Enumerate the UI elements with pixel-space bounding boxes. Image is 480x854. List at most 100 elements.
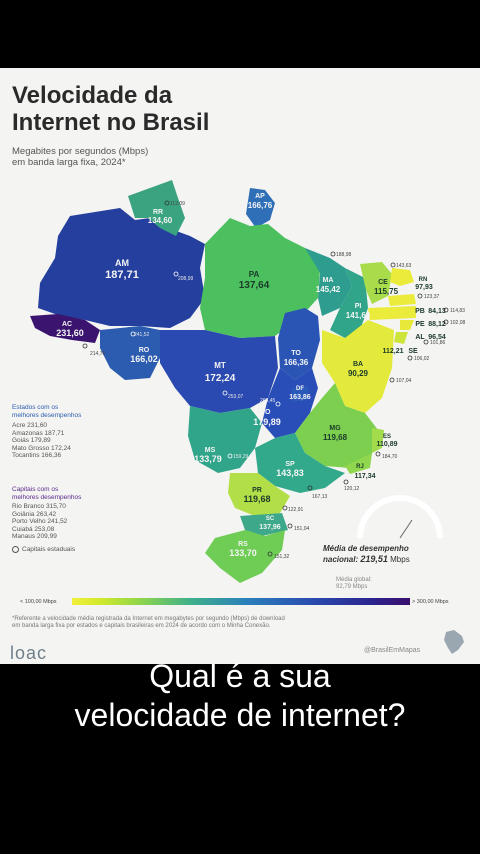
label-es-value: 110,89	[376, 441, 397, 448]
author-handle: @BrasilEmMapas	[364, 647, 421, 654]
state-ac	[30, 314, 100, 343]
capital-marker	[130, 331, 136, 337]
legend-capitals-list: Rio Branco 315,70 Goiânia 263,42 Porto V…	[12, 503, 67, 541]
label-ms-value: 133,79	[194, 454, 222, 464]
label-al-value: 96,54	[428, 334, 446, 341]
capital-value: 123,37	[424, 294, 440, 300]
caption-background	[0, 664, 480, 854]
label-sp-code: SP	[285, 461, 295, 468]
label-sp-value: 143,83	[276, 468, 304, 478]
label-rr-code: RR	[153, 209, 163, 216]
label-to-value: 166,36	[284, 358, 309, 367]
capital-value: 188,98	[336, 252, 352, 258]
label-go-code: GO	[260, 409, 271, 416]
legend-item: Acre 231,60	[12, 422, 48, 429]
label-rn-code: RN	[419, 277, 428, 283]
capital-value: 253,07	[228, 394, 244, 400]
capital-marker	[222, 390, 228, 396]
label-rr-value: 134,60	[148, 216, 173, 225]
map-card: RR 134,60 AP 166,76 AM 187,71 PA 137,64 …	[0, 68, 480, 664]
capitals-note: Capitais estaduais	[12, 546, 75, 553]
state-ro	[100, 326, 160, 380]
capitals-note-label: Capitais estaduais	[22, 546, 76, 554]
state-ms	[188, 406, 262, 473]
capital-marker	[287, 523, 293, 529]
label-rj-value: 117,34	[354, 473, 375, 480]
video-caption: Qual é a sua velocidade de internet?	[74, 658, 406, 733]
capital-marker	[417, 293, 423, 299]
label-ce-value: 115,75	[374, 287, 399, 296]
label-rn-value: 97,93	[415, 284, 433, 291]
national-average-unit: Mbps	[390, 555, 410, 564]
capital-value: 114,83	[450, 308, 465, 314]
capital-value: 120,12	[344, 486, 360, 492]
state-al	[400, 320, 414, 330]
legend-item: Cuiabá 253,08	[12, 525, 55, 533]
state-pr	[228, 473, 290, 516]
capital-marker	[389, 377, 395, 383]
legend-item: Manaus 209,99	[12, 533, 57, 541]
capital-value: 151,04	[294, 526, 310, 532]
label-ro-value: 166,02	[130, 354, 158, 364]
national-average-label2: nacional:	[323, 555, 359, 564]
state-es	[372, 428, 384, 453]
state-pi	[330, 268, 368, 338]
capital-marker	[443, 319, 449, 325]
capital-value: 184,70	[382, 454, 398, 460]
gauge-arc	[357, 495, 443, 539]
label-se-value: 112,21	[382, 348, 403, 355]
state-df	[292, 386, 308, 402]
label-se: SE	[408, 348, 418, 355]
state-ma	[305, 248, 352, 316]
global-average: Média global: 92,79 Mbps	[336, 577, 372, 590]
label-go-value: 179,89	[253, 417, 281, 427]
label-mg-value: 119,68	[323, 433, 348, 442]
legend-item: Goiânia 263,42	[12, 510, 57, 518]
scale-high-label: > 300,00 Mbps	[412, 599, 449, 605]
capital-marker	[443, 307, 449, 313]
label-es-code: ES	[383, 434, 391, 440]
national-average-value: 219,51	[360, 554, 388, 564]
legend-capitals-heading: Capitais com os melhores desempenhos	[12, 486, 82, 501]
capital-marker	[330, 251, 336, 257]
capital-value: 241,52	[134, 332, 150, 338]
map-title: Velocidade da Internet no Brasil	[12, 82, 210, 136]
state-mt	[160, 330, 278, 413]
legend-item: Mato Grosso 172,24	[12, 444, 71, 452]
label-pe: PE	[415, 321, 425, 328]
label-mg-code: MG	[329, 425, 341, 432]
national-average-label: Média de desempenho	[323, 544, 409, 553]
label-ba-value: 90,29	[348, 369, 369, 378]
capital-marker	[307, 485, 313, 491]
state-mg	[295, 383, 378, 468]
state-ce	[360, 262, 392, 304]
capital-value: 151,32	[274, 554, 290, 560]
label-pa-value: 137,64	[239, 280, 270, 291]
label-ro-code: RO	[139, 347, 150, 354]
state-se	[394, 332, 408, 344]
label-ba-code: BA	[353, 361, 363, 368]
footnote: *Referente a velocidade média registrada…	[12, 616, 285, 629]
state-am	[38, 208, 205, 328]
capital-marker	[82, 343, 88, 349]
legend-item: Rio Branco 315,70	[12, 503, 66, 510]
state-pa	[200, 218, 320, 338]
capital-marker	[343, 479, 349, 485]
legend-item: Tocantins 166,36	[12, 452, 62, 460]
capital-marker	[173, 271, 179, 277]
state-to	[278, 308, 320, 380]
label-pa-code: PA	[249, 270, 260, 279]
capital-value: 167,13	[312, 494, 328, 500]
state-go	[262, 368, 318, 438]
label-pi-code: PI	[355, 303, 362, 310]
state-rn	[390, 268, 414, 286]
state-rr	[128, 180, 185, 236]
label-df-value: 163,86	[289, 394, 311, 401]
state-pe	[368, 306, 416, 320]
capital-circle-icon	[12, 546, 19, 553]
label-sc-value: 137,96	[259, 524, 281, 531]
capital-marker	[375, 451, 381, 457]
capital-marker	[227, 453, 233, 459]
label-to-code: TO	[291, 350, 301, 357]
capital-marker	[164, 200, 170, 206]
